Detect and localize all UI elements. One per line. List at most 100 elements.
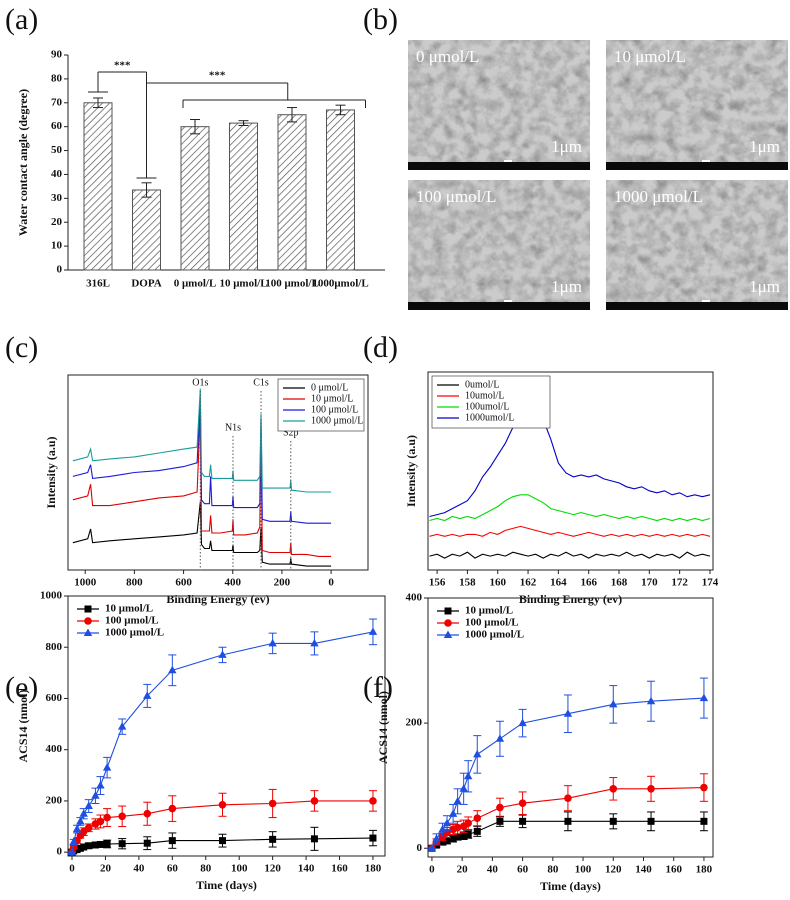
- marker: [518, 718, 527, 727]
- marker: [310, 835, 318, 843]
- y-tick-label: 200: [46, 794, 63, 806]
- sem-texture: [606, 180, 788, 302]
- legend-label: 10 μmol/L: [105, 603, 153, 615]
- sem-info-bar: [408, 162, 590, 170]
- marker: [85, 842, 93, 850]
- significance: ***: [114, 60, 131, 72]
- x-tick-label: 170: [641, 577, 658, 589]
- series-line: [72, 388, 332, 493]
- sem-label: 1000 μmol/L: [614, 187, 703, 206]
- marker: [453, 823, 462, 832]
- y-tick-label: 0: [57, 264, 63, 276]
- panel-label: (a): [5, 3, 38, 36]
- marker: [102, 763, 112, 771]
- sem-label: 10 μmol/L: [614, 47, 686, 66]
- marker: [448, 809, 458, 817]
- marker: [453, 796, 462, 805]
- marker: [700, 817, 708, 825]
- scale-bar-label: 1μm: [749, 137, 780, 156]
- plot-frame: [427, 597, 714, 858]
- x-tick-label: 40: [133, 863, 145, 875]
- legend-label: 10umol/L: [465, 390, 504, 401]
- x-tick-label: 0: [328, 577, 334, 589]
- marker: [168, 665, 177, 674]
- y-tick-label: 20: [51, 216, 63, 228]
- y-tick-label: 30: [51, 192, 63, 204]
- marker: [218, 800, 227, 809]
- x-tick-label: 140: [298, 863, 315, 875]
- marker: [444, 619, 452, 627]
- x-tick-label: 10 μmol/L: [219, 278, 267, 290]
- marker: [564, 817, 572, 825]
- marker: [118, 812, 126, 821]
- panel-label: (d): [363, 331, 398, 364]
- significance: ***: [209, 70, 226, 82]
- marker: [609, 699, 618, 708]
- sem-texture: [606, 40, 788, 162]
- x-axis-label: Time (days): [540, 879, 601, 893]
- marker: [463, 771, 473, 780]
- marker: [473, 749, 482, 758]
- x-tick-label: DOPA: [131, 278, 161, 290]
- y-tick-label: 10: [51, 240, 63, 252]
- x-tick-label: 160: [331, 863, 348, 875]
- marker: [564, 794, 572, 802]
- plot-frame: [427, 371, 714, 571]
- marker: [96, 781, 105, 789]
- marker: [91, 791, 100, 799]
- y-tick-label: 80: [51, 72, 63, 84]
- bar: [180, 126, 210, 271]
- y-tick-label: 50: [51, 144, 63, 156]
- marker: [143, 809, 152, 818]
- y-axis-label: Intensity (a.u): [404, 435, 418, 507]
- marker: [91, 841, 99, 849]
- series-line: [429, 388, 711, 518]
- marker: [449, 835, 457, 843]
- marker: [83, 628, 93, 636]
- marker: [143, 691, 152, 699]
- y-tick-label: 1000: [40, 590, 63, 602]
- bar: [326, 109, 355, 271]
- panel-label: (f): [363, 671, 393, 704]
- plot-frame: [67, 595, 386, 857]
- x-axis-label: Binding Energy (ev): [166, 592, 269, 606]
- peak-label: N1s: [225, 422, 241, 433]
- y-tick-label: 0: [417, 842, 423, 854]
- x-tick-label: 0: [69, 863, 75, 875]
- x-tick-label: 80: [200, 863, 212, 875]
- x-tick-label: 140: [635, 864, 652, 876]
- x-axis-label: Binding Energy (ev): [519, 592, 622, 606]
- marker: [432, 834, 441, 842]
- marker: [103, 813, 111, 822]
- y-axis-label: Intensity (a.u): [44, 436, 58, 508]
- x-tick-label: 172: [671, 577, 688, 589]
- marker: [443, 837, 451, 845]
- marker: [218, 837, 226, 845]
- marker: [459, 784, 468, 792]
- marker: [118, 840, 126, 848]
- marker: [464, 830, 472, 838]
- series-line: [429, 494, 711, 522]
- marker: [699, 693, 709, 702]
- marker: [79, 809, 88, 817]
- legend-label: 1000 μmol/L: [311, 415, 363, 426]
- marker: [454, 833, 462, 841]
- legend-label: 100 μmol/L: [311, 404, 358, 415]
- marker: [168, 804, 177, 813]
- scale-bar-label: 1μm: [551, 137, 582, 156]
- x-tick-label: 120: [605, 864, 622, 876]
- sem-label: 0 μmol/L: [416, 47, 479, 66]
- y-tick-label: 200: [406, 717, 423, 729]
- x-tick-label: 600: [175, 577, 192, 589]
- bar: [229, 122, 258, 271]
- marker: [496, 803, 504, 812]
- marker: [609, 785, 618, 793]
- marker: [473, 827, 481, 835]
- x-tick-label: 162: [520, 577, 537, 589]
- x-tick-label: 180: [696, 864, 713, 876]
- marker: [427, 843, 437, 852]
- marker: [84, 617, 92, 625]
- y-tick-label: 40: [51, 168, 63, 180]
- marker: [563, 709, 573, 717]
- x-tick-label: 156: [429, 577, 446, 589]
